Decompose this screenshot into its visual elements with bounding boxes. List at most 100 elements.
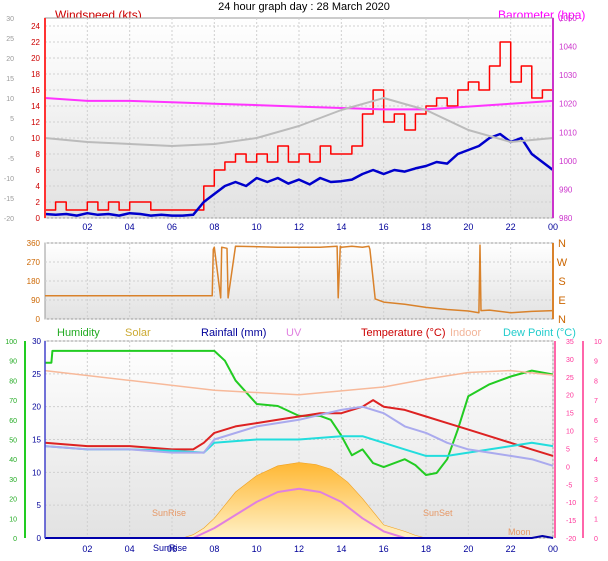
wind-y-tick-label: 10 [31, 134, 40, 143]
wind-x-tick-label: 16 [379, 222, 389, 232]
wind-y-tick-label: 20 [31, 54, 40, 63]
wind-x-tick-label: 00 [548, 222, 558, 232]
uv-tick-label: 4 [594, 457, 598, 464]
temp-left-tick-label: 10 [32, 468, 41, 477]
wind-outer-tick-label: 0 [10, 136, 14, 143]
humidity-tick-label: 70 [9, 398, 17, 405]
baro-tick-label: 1000 [559, 157, 577, 166]
wind-outer-tick-label: 5 [10, 116, 14, 123]
temp-left-tick-label: 25 [32, 370, 41, 379]
uv-tick-label: 7 [594, 398, 598, 405]
wind-y-tick-label: 16 [31, 86, 40, 95]
temp-right-tick-label: -10 [566, 500, 576, 507]
temp-x-tick-label: 12 [294, 544, 304, 554]
humidity-tick-label: 80 [9, 378, 17, 385]
dewpoint-line [44, 435, 554, 457]
temp-x-tick-label: 18 [421, 544, 431, 554]
temp-right-tick-label: 10 [566, 429, 574, 436]
temp-x-tick-label: 04 [125, 544, 135, 554]
uv-tick-label: 10 [594, 339, 602, 346]
wind-outer-tick-label: 20 [6, 56, 14, 63]
wind-y-tick-label: 2 [36, 198, 41, 207]
temp-right-tick-label: -20 [566, 536, 576, 543]
humidity-tick-label: 30 [9, 477, 17, 484]
uv-title: UV [286, 327, 302, 339]
wind-x-tick-label: 04 [125, 222, 135, 232]
wind-x-tick-label: 08 [209, 222, 219, 232]
uv-tick-label: 1 [594, 516, 598, 523]
humidity-tick-label: 40 [9, 457, 17, 464]
temp-left-tick-label: 20 [32, 403, 41, 412]
humidity-tick-label: 20 [9, 497, 17, 504]
humidity-tick-label: 10 [9, 516, 17, 523]
baro-tick-label: 980 [559, 214, 573, 223]
wind-outer-tick-label: 10 [6, 96, 14, 103]
temp-right-tick-label: -15 [566, 518, 576, 525]
temp-left-tick-label: 15 [32, 436, 41, 445]
temp-x-tick-label: 22 [506, 544, 516, 554]
temp-left-tick-label: 5 [37, 501, 42, 510]
wind-y-tick-label: 8 [36, 150, 41, 159]
temp-x-tick-label: 10 [252, 544, 262, 554]
sunset-label: SunSet [423, 508, 453, 518]
temp-x-tick-label: 00 [548, 544, 558, 554]
uv-tick-label: 2 [594, 497, 598, 504]
rainfall-line [45, 535, 554, 539]
wind-outer-tick-label: -5 [8, 156, 14, 163]
uv-tick-label: 5 [594, 438, 598, 445]
temp-left-tick-label: 30 [32, 337, 41, 346]
wind-outer-tick-label: 15 [6, 76, 14, 83]
temp-left-tick-label: 0 [37, 534, 42, 543]
wind-x-tick-label: 02 [82, 222, 92, 232]
dewpoint-title: Dew Point (°C) [503, 327, 576, 339]
temp-right-tick-label: 25 [566, 375, 574, 382]
wind-x-tick-label: 10 [252, 222, 262, 232]
wind-outer-tick-label: 25 [6, 36, 14, 43]
compass-label: N [558, 314, 566, 326]
direction-tick-label: 360 [27, 239, 41, 248]
wind-direction-line [45, 244, 554, 314]
humidity-tick-label: 100 [5, 339, 17, 346]
baro-tick-label: 1040 [559, 43, 577, 52]
wind-x-tick-label: 20 [463, 222, 473, 232]
barometer-line [44, 97, 554, 111]
wind-x-tick-label: 22 [506, 222, 516, 232]
temp-right-tick-label: 30 [566, 357, 574, 364]
temp-right-tick-label: 5 [566, 446, 570, 453]
humidity-tick-label: 90 [9, 359, 17, 366]
compass-label: W [557, 257, 568, 269]
temp-x-tick-label: 02 [82, 544, 92, 554]
temp-right-tick-label: 35 [566, 339, 574, 346]
wind-y-tick-label: 4 [36, 182, 41, 191]
temp-x-tick-label: 06 [167, 544, 177, 554]
wind-x-tick-label: 12 [294, 222, 304, 232]
wind-x-tick-label: 14 [336, 222, 346, 232]
feels-like-line [44, 405, 554, 467]
humidity-tick-label: 50 [9, 438, 17, 445]
compass-label: S [558, 276, 565, 288]
wind-outer-tick-label: -10 [4, 176, 14, 183]
temp-x-tick-label: 08 [209, 544, 219, 554]
wind-outer-tick-label: -15 [4, 196, 14, 203]
temp-right-tick-label: 20 [566, 393, 574, 400]
humidity-tick-label: 60 [9, 418, 17, 425]
baro-tick-label: 1020 [559, 100, 577, 109]
temp-right-tick-label: 0 [566, 464, 570, 471]
direction-tick-label: 270 [27, 258, 41, 267]
uv-tick-label: 3 [594, 477, 598, 484]
wind-gust-line [45, 41, 554, 211]
wind-outer-tick-label: 30 [6, 16, 14, 23]
solar-title: Solar [125, 327, 151, 339]
indoor-title: Indoor [450, 327, 482, 339]
wind-y-tick-label: 6 [36, 166, 41, 175]
temperature-title: Temperature (°C) [361, 327, 446, 339]
uv-tick-label: 6 [594, 418, 598, 425]
direction-tick-label: 180 [27, 277, 41, 286]
sunrise-axis-label: SunRise [153, 543, 188, 553]
compass-label: N [558, 238, 566, 250]
baro-tick-label: 1010 [559, 128, 577, 137]
wind-outer-tick-label: -20 [4, 216, 14, 223]
temp-right-tick-label: -5 [566, 482, 572, 489]
wind-y-tick-label: 18 [31, 70, 40, 79]
